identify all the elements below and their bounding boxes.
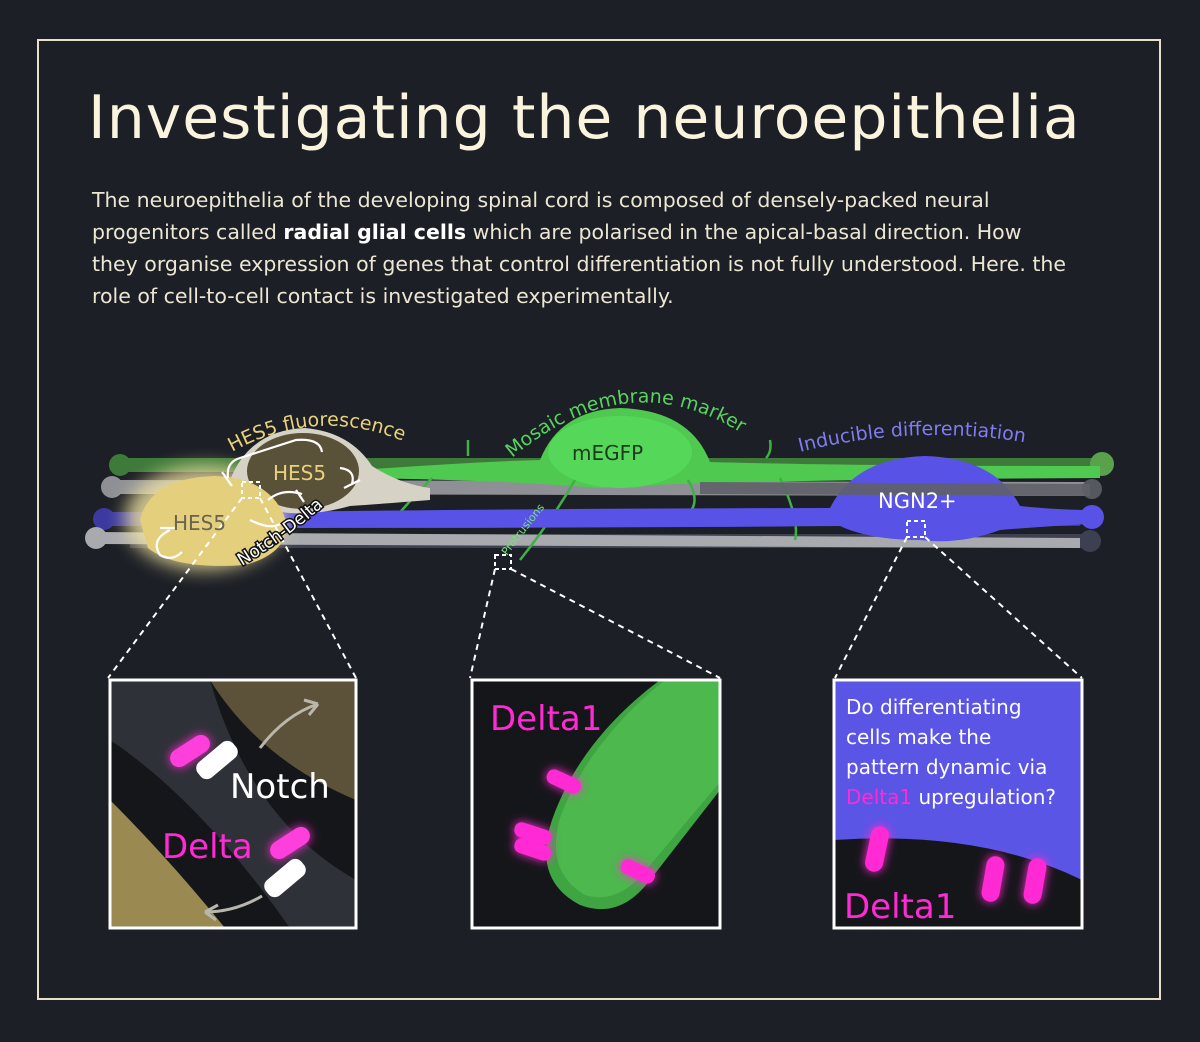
question-line-3: pattern dynamic via: [846, 755, 1048, 779]
question-line-4: Delta1 upregulation?: [846, 782, 1078, 812]
notch-receptor-top: [196, 740, 238, 780]
panel-differentiation: Delta1: [832, 678, 1084, 930]
panel-notch-delta: Notch Delta: [108, 678, 358, 930]
differentiation-question: Do differentiating cells make the patter…: [846, 692, 1078, 812]
notch-label: Notch: [230, 767, 330, 807]
outer-frame: [37, 39, 1161, 1000]
intro-text-2: which are polarised in the apical-basal …: [92, 220, 1067, 308]
delta-label: Delta: [162, 827, 253, 867]
zoom-lines: [107, 497, 1083, 679]
megfp-label: mEGFP: [572, 441, 643, 465]
intro-bold-term: radial glial cells: [283, 220, 467, 244]
interaction-arrows: [155, 438, 361, 559]
white-fibre: [96, 532, 1080, 548]
intro-paragraph: The neuroepithelia of the developing spi…: [92, 184, 1072, 312]
panel-delta1-protrusion: Delta1: [470, 678, 722, 930]
notch-receptor-bottom: [264, 858, 306, 898]
question-line-2: cells make the: [846, 725, 992, 749]
inducible-differentiation-label: Inducible differentiation: [796, 418, 1027, 457]
delta-ligand-bottom: [270, 826, 310, 860]
ngn2-label: NGN2+: [878, 489, 957, 513]
page-title: Investigating the neuroepithelia: [88, 83, 1081, 153]
delta1-label-right: Delta1: [844, 887, 956, 927]
delta1-bars: [865, 826, 1047, 904]
ngn2-cell: [250, 456, 1104, 542]
question-line-4-rest: upregulation?: [912, 785, 1057, 809]
delta1-label-middle: Delta1: [490, 699, 602, 739]
hes5-cells: [125, 428, 430, 570]
hes5-label-yellow-cell: HES5: [173, 511, 226, 535]
question-line-1: Do differentiating: [846, 695, 1022, 719]
delta1-puncta: [514, 769, 655, 884]
grey-fibre-right: [700, 482, 1090, 496]
zoom-markers: [241, 481, 926, 570]
question-delta1: Delta1: [846, 785, 913, 809]
intro-text-1: The neuroepithelia of the developing spi…: [92, 188, 990, 244]
hes5-label-dark-cell: HES5: [273, 461, 326, 485]
delta-ligand-top: [170, 734, 210, 768]
